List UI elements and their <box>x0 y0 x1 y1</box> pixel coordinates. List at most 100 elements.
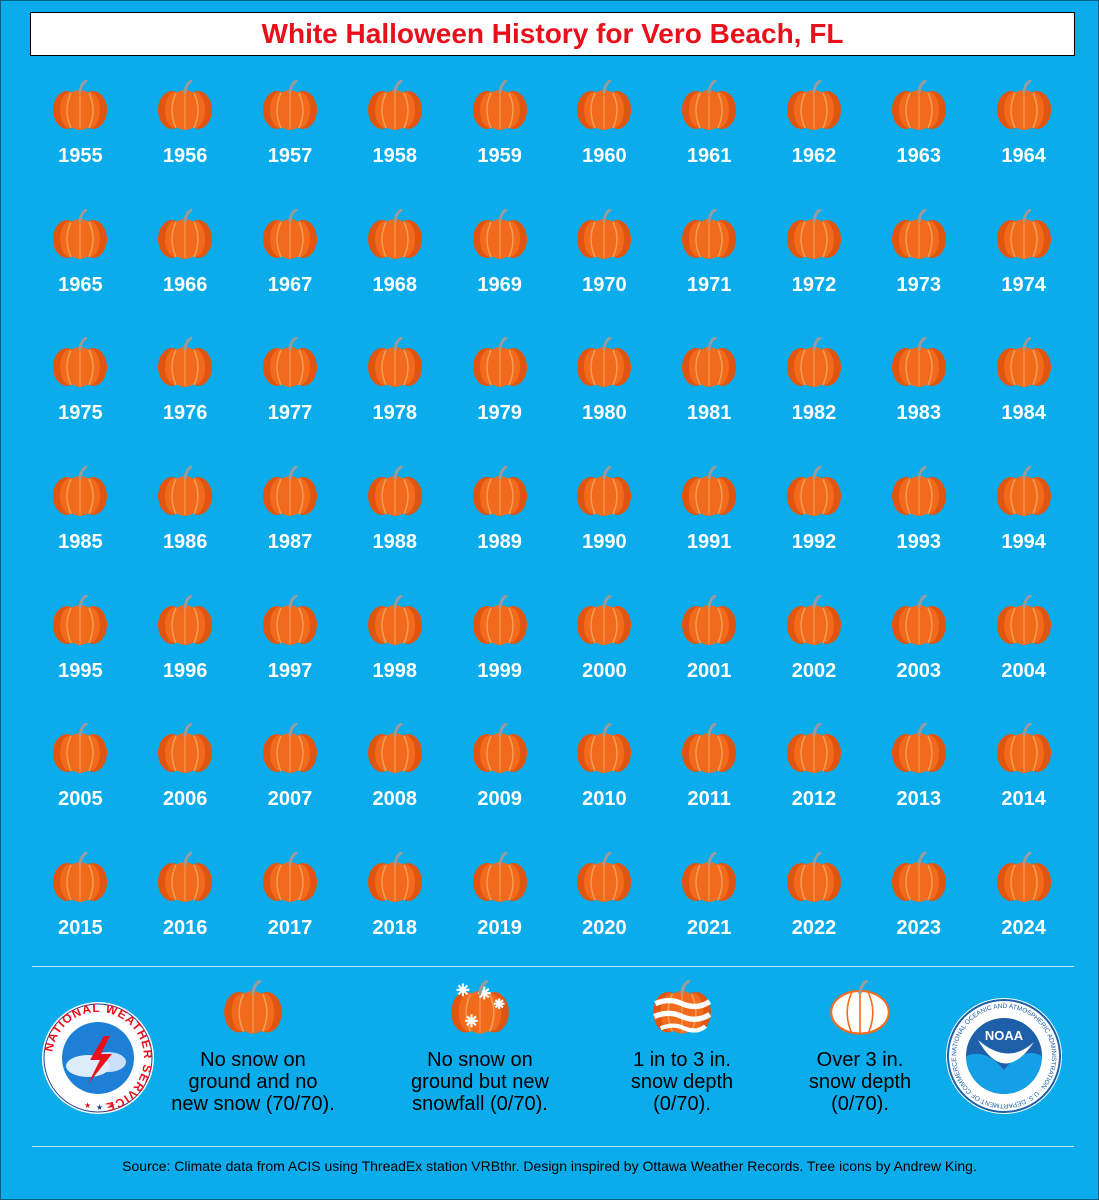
year-cell: 1993 <box>866 465 971 586</box>
year-cell: 2018 <box>342 851 447 972</box>
year-cell: 1978 <box>342 336 447 457</box>
year-label: 1971 <box>686 273 732 296</box>
year-label: 1984 <box>1001 402 1046 425</box>
pumpkin-icon <box>679 465 739 523</box>
year-label: 2002 <box>791 659 837 682</box>
pumpkin-icon <box>889 465 949 523</box>
year-cell: 1965 <box>28 208 133 329</box>
year-cell: 1986 <box>133 465 238 586</box>
year-cell: 1996 <box>133 594 238 715</box>
pumpkin-icon <box>679 722 739 780</box>
year-label: 2019 <box>477 917 522 940</box>
year-label: 2000 <box>582 659 627 682</box>
year-cell: 2010 <box>552 722 657 843</box>
pumpkin-icon <box>784 851 844 909</box>
pumpkin-icon <box>574 722 634 780</box>
pumpkin-icon <box>50 336 110 394</box>
pumpkin-icon <box>679 851 739 909</box>
year-cell: 1955 <box>28 79 133 200</box>
year-cell: 2008 <box>342 722 447 843</box>
year-label: 2013 <box>896 788 942 811</box>
year-cell: 1980 <box>552 336 657 457</box>
year-label: 1978 <box>372 402 418 425</box>
year-cell: 2017 <box>238 851 343 972</box>
year-label: 1980 <box>582 402 627 425</box>
legend-item: No snow on ground and no new snow (70/70… <box>143 979 363 1115</box>
year-cell: 1999 <box>447 594 552 715</box>
pumpkin-icon <box>889 336 949 394</box>
pumpkin-icon <box>574 851 634 909</box>
pumpkin-icon <box>260 336 320 394</box>
year-label: 1969 <box>477 273 522 296</box>
year-label: 1972 <box>791 273 837 296</box>
legend-label: No snow on ground but new snowfall (0/70… <box>411 1049 549 1115</box>
year-label: 1981 <box>686 402 732 425</box>
year-cell: 1976 <box>133 336 238 457</box>
pumpkin-icon <box>365 594 425 652</box>
pumpkin-icon <box>50 722 110 780</box>
year-label: 2005 <box>58 788 103 811</box>
year-cell: 1957 <box>238 79 343 200</box>
year-cell: 2016 <box>133 851 238 972</box>
year-label: 1955 <box>58 145 103 167</box>
year-label: 1979 <box>477 402 522 425</box>
pumpkin-icon <box>50 79 110 137</box>
year-row: 2005 2006 2007 <box>28 722 1076 852</box>
year-cell: 1991 <box>657 465 762 586</box>
svg-text:★: ★ <box>96 1103 103 1112</box>
year-cell: 1959 <box>447 79 552 200</box>
pumpkin-icon <box>784 465 844 523</box>
year-label: 1975 <box>58 402 103 425</box>
pumpkin-icon <box>260 208 320 266</box>
year-label: 1993 <box>896 531 942 554</box>
year-label: 1983 <box>896 402 942 425</box>
year-label: 1998 <box>372 659 418 682</box>
legend-label: Over 3 in. snow depth (0/70). <box>808 1049 912 1115</box>
year-label: 2024 <box>1001 917 1046 940</box>
year-row: 1975 1976 1977 <box>28 336 1076 466</box>
year-cell: 2022 <box>762 851 867 972</box>
year-label: 1976 <box>162 402 208 425</box>
svg-text:★: ★ <box>84 1101 91 1110</box>
pumpkin-icon <box>50 594 110 652</box>
year-cell: 1962 <box>762 79 867 200</box>
pumpkin-icon <box>365 851 425 909</box>
year-cell: 1998 <box>342 594 447 715</box>
legend-item: Over 3 in. snow depth (0/70). <box>750 979 970 1115</box>
year-label: 1992 <box>791 531 837 554</box>
pumpkin-icon <box>155 208 215 266</box>
year-label: 1967 <box>267 273 313 296</box>
pumpkin-icon <box>889 851 949 909</box>
year-label: 1977 <box>267 402 313 425</box>
nws-logo: NATIONAL WEATHER SERVICE ★ ★ ★ <box>41 1001 154 1115</box>
pumpkin-icon <box>994 208 1054 266</box>
pumpkin-icon <box>155 336 215 394</box>
noaa-logo: NATIONAL OCEANIC AND ATMOSPHERIC ADMINIS… <box>946 998 1062 1114</box>
year-label: 1988 <box>372 531 418 554</box>
year-cell: 1995 <box>28 594 133 715</box>
year-cell: 1988 <box>342 465 447 586</box>
pumpkin-icon <box>470 208 530 266</box>
source-note: Source: Climate data from ACIS using Thr… <box>122 1158 977 1174</box>
year-cell: 1960 <box>552 79 657 200</box>
noaa-logo-text: NOAA <box>985 1028 1024 1043</box>
year-label: 2010 <box>582 788 627 811</box>
pumpkin-icon <box>574 594 634 652</box>
year-cell: 1982 <box>762 336 867 457</box>
pumpkin-icon <box>365 79 425 137</box>
title-box: White Halloween History for Vero Beach, … <box>30 12 1075 56</box>
divider-top <box>32 966 1074 967</box>
pumpkin-icon <box>260 79 320 137</box>
pumpkin-icon <box>470 336 530 394</box>
svg-text:★: ★ <box>108 1101 115 1110</box>
year-cell: 1974 <box>971 208 1076 329</box>
pumpkin-icon <box>470 851 530 909</box>
pumpkin-icon <box>365 722 425 780</box>
year-cell: 1984 <box>971 336 1076 457</box>
year-label: 2015 <box>58 917 103 940</box>
year-label: 1970 <box>582 273 627 296</box>
pumpkin-icon <box>50 208 110 266</box>
year-label: 2022 <box>791 917 837 940</box>
pumpkin-icon <box>574 336 634 394</box>
year-label: 2017 <box>267 917 313 940</box>
